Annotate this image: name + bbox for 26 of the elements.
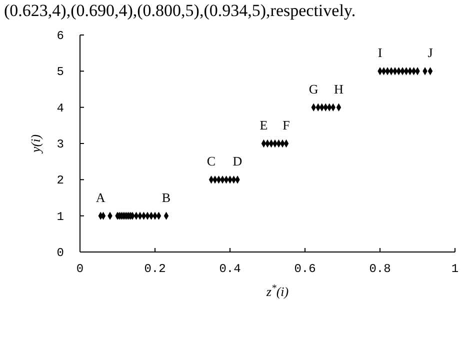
y-tick-label: 5 bbox=[56, 65, 64, 80]
annotation: J bbox=[428, 45, 433, 60]
x-tick-label: 0.2 bbox=[144, 262, 166, 276]
y-tick-label: 2 bbox=[56, 174, 64, 188]
annotation: A bbox=[96, 190, 106, 205]
y-tick-label: 0 bbox=[56, 246, 64, 260]
x-tick-label: 0 bbox=[76, 262, 84, 276]
annotation: D bbox=[232, 154, 242, 169]
x-tick-label: 1 bbox=[451, 262, 459, 276]
x-tick-label: 0.6 bbox=[294, 262, 316, 276]
y-tick-label: 6 bbox=[56, 29, 64, 43]
annotation: I bbox=[378, 45, 382, 60]
text: (0.623,4),(0.690,4),(0.800,5),(0.934,5),respectively. bbox=[4, 1, 356, 20]
y-tick-label: 1 bbox=[56, 210, 64, 224]
y-tick-label: 3 bbox=[56, 138, 64, 152]
x-tick-label: 0.4 bbox=[219, 262, 241, 276]
annotation: E bbox=[260, 118, 268, 132]
annotation: C bbox=[206, 154, 216, 169]
x-tick-label: 0.8 bbox=[369, 262, 391, 276]
annotation: F bbox=[282, 118, 290, 132]
annotation: B bbox=[162, 190, 171, 205]
x-axis-title: z$^{*}$(i) bbox=[265, 282, 289, 299]
annotation: G bbox=[308, 81, 318, 96]
y-axis-title: y(i) bbox=[28, 134, 43, 155]
annotation: H bbox=[334, 81, 344, 96]
y-tick-label: 4 bbox=[56, 101, 64, 116]
